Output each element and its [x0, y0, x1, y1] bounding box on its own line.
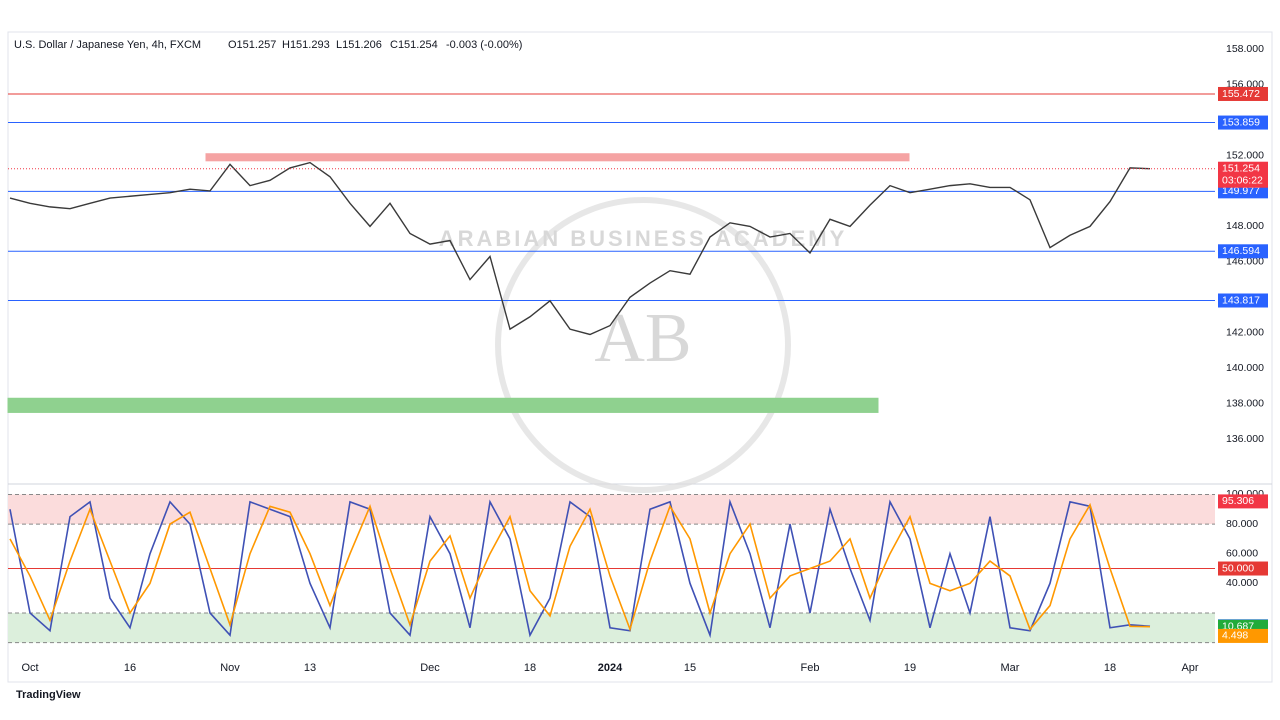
x-tick-label: 18	[1104, 662, 1116, 674]
watermark-text: ARABIAN BUSINESS ACADEMY	[439, 226, 848, 251]
price-line	[9, 161, 1151, 336]
x-tick-label: Nov	[220, 662, 240, 674]
price-label: 95.306	[1222, 495, 1254, 507]
y-tick-label: 152.000	[1226, 149, 1264, 161]
x-tick-label: Oct	[21, 662, 38, 674]
x-tick-label: 19	[904, 662, 916, 674]
x-tick-label: Dec	[420, 662, 440, 674]
ohlc-value: C151.254	[390, 39, 438, 51]
y-tick-label: 80.000	[1226, 518, 1258, 530]
x-tick-label: Apr	[1181, 662, 1198, 674]
ohlc-value: O151.257	[228, 39, 276, 51]
zone	[7, 397, 879, 413]
x-tick-label: Mar	[1001, 662, 1020, 674]
ohlc-value: H151.293	[282, 39, 330, 51]
y-tick-label: 148.000	[1226, 220, 1264, 232]
price-label: 50.000	[1222, 562, 1254, 574]
band	[8, 494, 1215, 525]
x-tick-label: 16	[124, 662, 136, 674]
price-label: 155.472	[1222, 88, 1260, 100]
oscillator-line	[9, 502, 1151, 632]
price-label: 4.498	[1222, 630, 1248, 642]
price-label: 143.817	[1222, 294, 1260, 306]
price-label-bg	[1218, 494, 1268, 509]
price-label: 153.859	[1222, 116, 1260, 128]
x-tick-label: 18	[524, 662, 536, 674]
price-label: 149.977	[1222, 185, 1260, 197]
price-label-bg	[1218, 184, 1268, 199]
price-label-bg	[1218, 628, 1268, 643]
price-label-bg	[1218, 293, 1268, 308]
price-label-bg	[1218, 115, 1268, 130]
y-tick-label: 142.000	[1226, 326, 1264, 338]
y-tick-label: 140.000	[1226, 362, 1264, 374]
price-label: 151.254	[1222, 162, 1260, 174]
y-tick-label: 138.000	[1226, 397, 1264, 409]
price-label: 146.594	[1222, 245, 1260, 257]
ohlc-value: L151.206	[336, 39, 382, 51]
x-tick-label: 15	[684, 662, 696, 674]
watermark-logo: AB	[594, 300, 691, 377]
y-tick-label: 158.000	[1226, 43, 1264, 55]
symbol-title: U.S. Dollar / Japanese Yen, 4h, FXCM	[14, 39, 201, 51]
x-tick-label: 2024	[598, 662, 623, 674]
x-tick-label: Feb	[801, 662, 820, 674]
price-label-bg	[1218, 561, 1268, 576]
y-tick-label: 40.000	[1226, 577, 1258, 589]
x-tick-label: 13	[304, 662, 316, 674]
price-label-bg	[1218, 244, 1268, 259]
price-change: -0.003 (-0.00%)	[446, 39, 522, 51]
y-tick-label: 136.000	[1226, 433, 1264, 445]
zone	[205, 153, 910, 162]
price-label-bg	[1218, 86, 1268, 101]
y-tick-label: 60.000	[1226, 547, 1258, 559]
countdown-label: 03:06:22	[1222, 174, 1263, 186]
oscillator-line	[9, 498, 1151, 639]
frame	[7, 31, 1273, 683]
price-label-bg	[1218, 161, 1268, 188]
y-tick-label: 146.000	[1226, 256, 1264, 268]
footer-brand: TradingView	[16, 689, 81, 701]
watermark-ring	[495, 197, 791, 493]
